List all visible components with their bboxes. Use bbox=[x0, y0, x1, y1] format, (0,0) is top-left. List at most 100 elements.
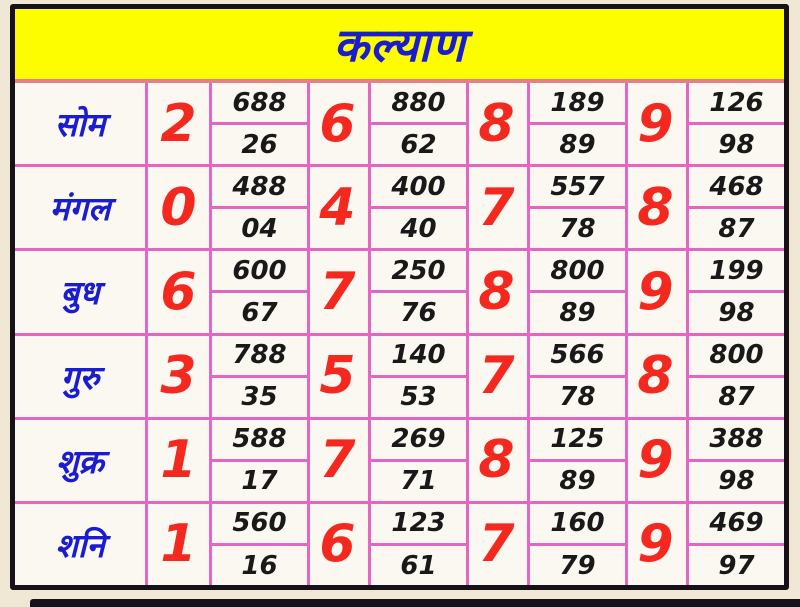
panel-pair-cell: 199 98 bbox=[689, 251, 784, 332]
result-group: 6 123 61 bbox=[307, 503, 469, 586]
single-digit: 3 bbox=[148, 335, 212, 417]
panel-pair-cell: 468 87 bbox=[689, 167, 784, 248]
panel-number: 400 bbox=[371, 167, 466, 210]
single-digit: 7 bbox=[466, 335, 530, 417]
panel-pair-cell: 600 67 bbox=[212, 251, 310, 333]
pair-number: 26 bbox=[241, 129, 278, 160]
day-label: गुरु bbox=[15, 335, 148, 417]
pair-number: 89 bbox=[559, 297, 596, 328]
single-digit: 8 bbox=[466, 251, 530, 333]
result-group: 8 125 89 bbox=[466, 419, 628, 501]
panel-number: 800 bbox=[530, 251, 625, 294]
panel-pair-cell: 126 98 bbox=[689, 83, 784, 164]
table-row: गुरु 3 788 35 5 140 53 7 566 78 8 80 bbox=[15, 335, 784, 420]
next-table-top-border bbox=[30, 599, 800, 607]
single-digit: 1 bbox=[148, 503, 212, 586]
pair-number: 98 bbox=[718, 466, 755, 497]
single-digit: 6 bbox=[148, 251, 212, 333]
pair-number: 89 bbox=[559, 129, 596, 160]
panel-number: 199 bbox=[689, 251, 784, 294]
single-digit: 7 bbox=[307, 419, 371, 501]
rows-container: सोम 2 688 26 6 880 62 8 189 89 9 126 bbox=[15, 83, 784, 586]
pair-number: 89 bbox=[559, 466, 596, 497]
single-digit: 8 bbox=[625, 335, 689, 417]
panel-pair-cell: 160 79 bbox=[530, 503, 628, 586]
panel-pair-cell: 189 89 bbox=[530, 83, 628, 165]
pair-number: 78 bbox=[559, 382, 596, 413]
panel-pair-cell: 800 89 bbox=[530, 251, 628, 333]
single-digit: 7 bbox=[466, 167, 530, 249]
panel-pair-cell: 788 35 bbox=[212, 335, 310, 417]
result-group: 1 560 16 bbox=[148, 503, 310, 586]
pair-number: 17 bbox=[241, 466, 278, 497]
single-digit: 7 bbox=[466, 503, 530, 586]
pair-number: 53 bbox=[400, 382, 437, 413]
panel-number: 469 bbox=[689, 504, 784, 546]
result-group: 8 800 87 bbox=[625, 335, 784, 417]
single-digit: 6 bbox=[307, 503, 371, 586]
day-label: बुध bbox=[15, 251, 148, 333]
panel-pair-cell: 488 04 bbox=[212, 167, 310, 249]
panel-number: 557 bbox=[530, 167, 625, 210]
panel-pair-cell: 400 40 bbox=[371, 167, 469, 249]
panel-number: 125 bbox=[530, 420, 625, 462]
chart-title: कल्याण bbox=[15, 9, 784, 83]
panel-pair-cell: 125 89 bbox=[530, 419, 628, 501]
result-group: 9 388 98 bbox=[625, 419, 784, 501]
result-group: 5 140 53 bbox=[307, 335, 469, 417]
panel-number: 600 bbox=[212, 251, 307, 294]
single-digit: 4 bbox=[307, 167, 371, 249]
result-group: 7 250 76 bbox=[307, 251, 469, 333]
panel-number: 560 bbox=[212, 504, 307, 546]
pair-number: 98 bbox=[718, 297, 755, 328]
pair-number: 62 bbox=[400, 129, 437, 160]
pair-number: 87 bbox=[718, 382, 755, 413]
panel-number: 880 bbox=[371, 83, 466, 126]
panel-number: 788 bbox=[212, 336, 307, 378]
result-group: 8 189 89 bbox=[466, 83, 628, 165]
pair-number: 76 bbox=[400, 297, 437, 328]
panel-number: 588 bbox=[212, 420, 307, 462]
result-group: 0 488 04 bbox=[148, 167, 310, 249]
pair-number: 79 bbox=[559, 550, 596, 581]
result-group: 7 557 78 bbox=[466, 167, 628, 249]
table-row: मंगल 0 488 04 4 400 40 7 557 78 8 46 bbox=[15, 167, 784, 252]
result-group: 8 468 87 bbox=[625, 167, 784, 249]
panel-pair-cell: 588 17 bbox=[212, 419, 310, 501]
single-digit: 8 bbox=[625, 167, 689, 249]
panel-pair-cell: 388 98 bbox=[689, 420, 784, 501]
single-digit: 9 bbox=[625, 83, 689, 165]
result-group: 4 400 40 bbox=[307, 167, 469, 249]
pair-number: 71 bbox=[400, 466, 437, 497]
single-digit: 8 bbox=[466, 83, 530, 165]
pair-number: 04 bbox=[241, 213, 278, 244]
result-group: 6 600 67 bbox=[148, 251, 310, 333]
panel-number: 250 bbox=[371, 251, 466, 294]
pair-number: 61 bbox=[400, 550, 437, 581]
panel-pair-cell: 250 76 bbox=[371, 251, 469, 333]
kalyan-chart-table: कल्याण सोम 2 688 26 6 880 62 8 189 89 9 bbox=[10, 4, 789, 590]
day-label: सोम bbox=[15, 83, 148, 165]
single-digit: 9 bbox=[625, 419, 689, 501]
pair-number: 16 bbox=[241, 550, 278, 581]
pair-number: 78 bbox=[559, 213, 596, 244]
result-group: 7 160 79 bbox=[466, 503, 628, 586]
pair-number: 35 bbox=[241, 382, 278, 413]
single-digit: 8 bbox=[466, 419, 530, 501]
panel-number: 388 bbox=[689, 420, 784, 462]
pair-number: 98 bbox=[718, 129, 755, 160]
panel-number: 566 bbox=[530, 336, 625, 378]
pair-number: 67 bbox=[241, 297, 278, 328]
panel-pair-cell: 688 26 bbox=[212, 83, 310, 165]
table-row: शुक्र 1 588 17 7 269 71 8 125 89 9 3 bbox=[15, 419, 784, 504]
day-label: मंगल bbox=[15, 167, 148, 249]
table-row: शनि 1 560 16 6 123 61 7 160 79 9 469 bbox=[15, 503, 784, 586]
panel-pair-cell: 566 78 bbox=[530, 335, 628, 417]
panel-number: 468 bbox=[689, 167, 784, 210]
result-group: 9 199 98 bbox=[625, 251, 784, 333]
result-group: 7 269 71 bbox=[307, 419, 469, 501]
single-digit: 5 bbox=[307, 335, 371, 417]
panel-pair-cell: 557 78 bbox=[530, 167, 628, 249]
result-group: 9 469 97 bbox=[625, 503, 784, 586]
